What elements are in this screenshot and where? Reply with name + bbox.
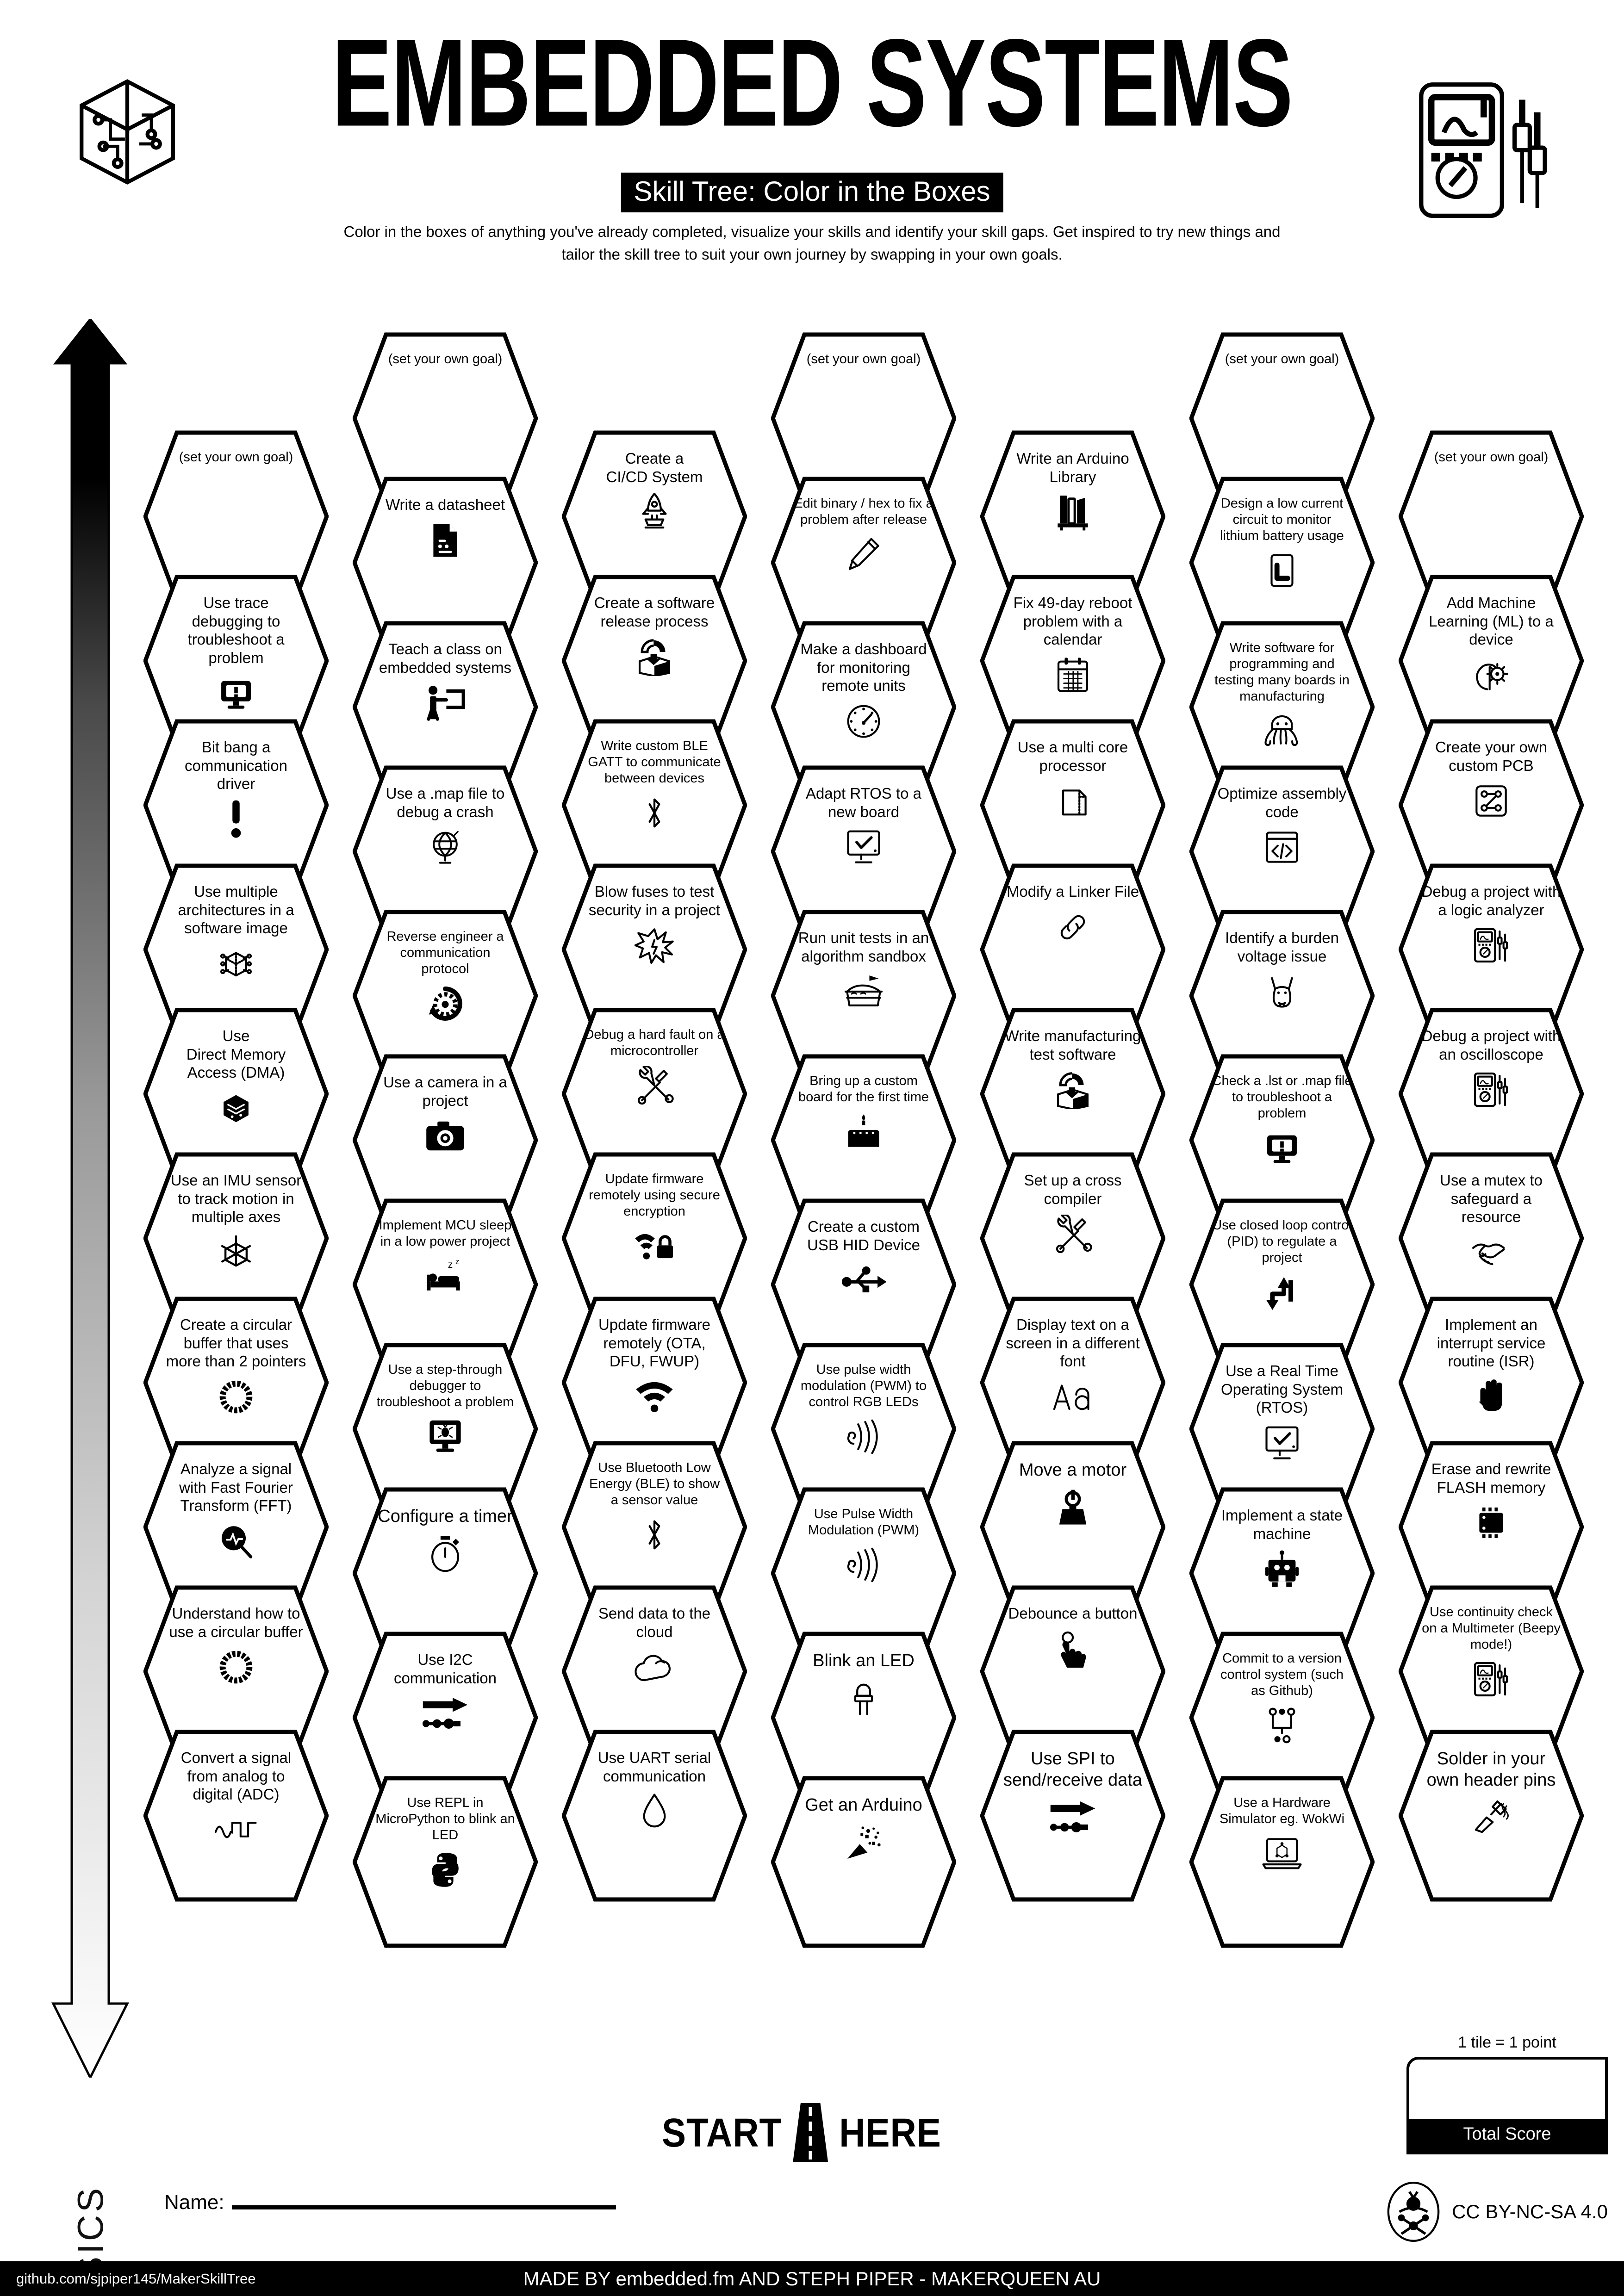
hex-fill [353,1487,538,1659]
skill-hex-tile[interactable]: (set your own goal) [1399,430,1584,602]
hex-fill [771,1343,956,1515]
hex-fill [1399,1152,1584,1324]
hex-fill [980,1730,1165,1902]
hex-fill [771,1776,956,1948]
icons-credit: Icons by Icons8.com [1468,2246,1608,2264]
hex-outline [353,1776,538,1948]
here-label: HERE [839,2110,941,2155]
page-subtitle: Skill Tree: Color in the Boxes [621,173,1003,212]
hex-outline [143,1730,329,1902]
maker-badge-icon [1383,2182,1444,2242]
hex-fill [143,575,329,747]
page-title: EMBEDDED SYSTEMS [331,13,1293,153]
circuit-cube-logo [65,72,190,194]
hex-fill [353,332,538,504]
hex-outline [562,1730,747,1902]
hex-fill [980,1585,1165,1757]
hex-outline [771,1776,956,1948]
skill-hex-tile[interactable]: Use UART serial communication [562,1730,747,1902]
name-label: Name: [164,2191,224,2214]
name-input-line[interactable] [231,2205,616,2209]
hex-fill [1399,575,1584,747]
hex-fill [1189,332,1375,504]
road-icon [793,2103,828,2162]
name-field[interactable]: Name: [164,2191,616,2214]
hex-fill [771,332,956,504]
skill-hex-tile[interactable]: Use REPL in MicroPython to blink an LED [353,1776,538,1948]
skill-hex-tile[interactable]: Convert a signal from analog to digital … [143,1730,329,1902]
hex-outline [1189,1776,1375,1948]
footer-bar: github.com/sjpiper145/MakerSkillTree MAD… [0,2261,1624,2296]
hex-fill [353,1632,538,1804]
license-text: CC BY-NC-SA 4.0 [1452,2201,1608,2222]
page-description: Color in the boxes of anything you've al… [343,223,1281,263]
hex-fill [771,1487,956,1659]
total-score-label: Total Score [1409,2119,1605,2152]
hex-fill [771,1632,956,1804]
hex-fill [1189,621,1375,793]
license-row: CC BY-NC-SA 4.0 [1383,2182,1608,2242]
skill-hex-tile[interactable]: Fix 49-day reboot problem with a calenda… [980,575,1165,747]
skill-hex-tile[interactable]: Modify a Linker File [980,863,1165,1036]
hex-fill [143,863,329,1036]
hex-fill [1399,1730,1584,1902]
skill-hex-tile[interactable]: Get an Arduino [771,1776,956,1948]
hex-fill [353,477,538,649]
multimeter-logo [1411,76,1550,231]
hex-fill [980,1441,1165,1613]
skill-hex-tile[interactable]: (set your own goal) [771,332,956,504]
score-hint: 1 tile = 1 point [1458,2034,1556,2051]
hex-fill [143,1008,329,1180]
hex-outline [1399,1730,1584,1902]
hex-fill [353,621,538,793]
score-input[interactable] [1409,2060,1605,2119]
hex-fill [143,430,329,602]
skill-hex-tile[interactable]: Solder in your own header pins [1399,1730,1584,1902]
footer-repo-link[interactable]: github.com/sjpiper145/MakerSkillTree [16,2270,256,2287]
hex-fill [143,1730,329,1902]
skill-hex-tile[interactable]: Use SPI to send/receive data [980,1730,1165,1902]
footer-credit: MADE BY embedded.fm AND STEPH PIPER - MA… [523,2267,1101,2290]
start-here-marker: START HERE [662,2103,941,2162]
skill-hex-tile[interactable]: Use a Hardware Simulator eg. WokWi [1189,1776,1375,1948]
hex-fill [980,1297,1165,1469]
difficulty-axis-arrow: ADVANCED BASICS [44,317,137,2296]
start-label: START [662,2110,782,2155]
hex-outline [980,1730,1165,1902]
hex-fill [980,863,1165,1036]
skill-hex-tile[interactable]: Set up a cross compiler [980,1152,1165,1324]
total-score-widget: 1 tile = 1 point Total Score [1406,2034,1608,2154]
hex-fill [1399,430,1584,602]
